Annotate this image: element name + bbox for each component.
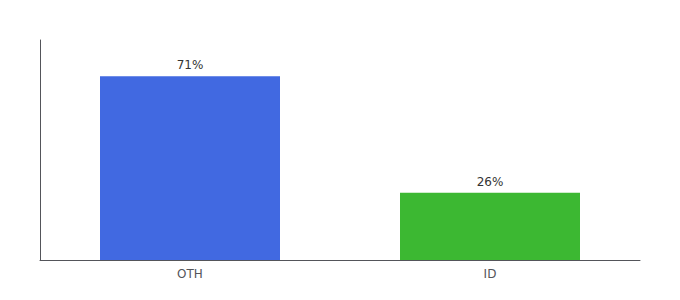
- svg-text:71%: 71%: [177, 58, 204, 72]
- svg-text:OTH: OTH: [177, 267, 203, 281]
- svg-text:ID: ID: [484, 267, 497, 281]
- svg-text:26%: 26%: [477, 175, 504, 189]
